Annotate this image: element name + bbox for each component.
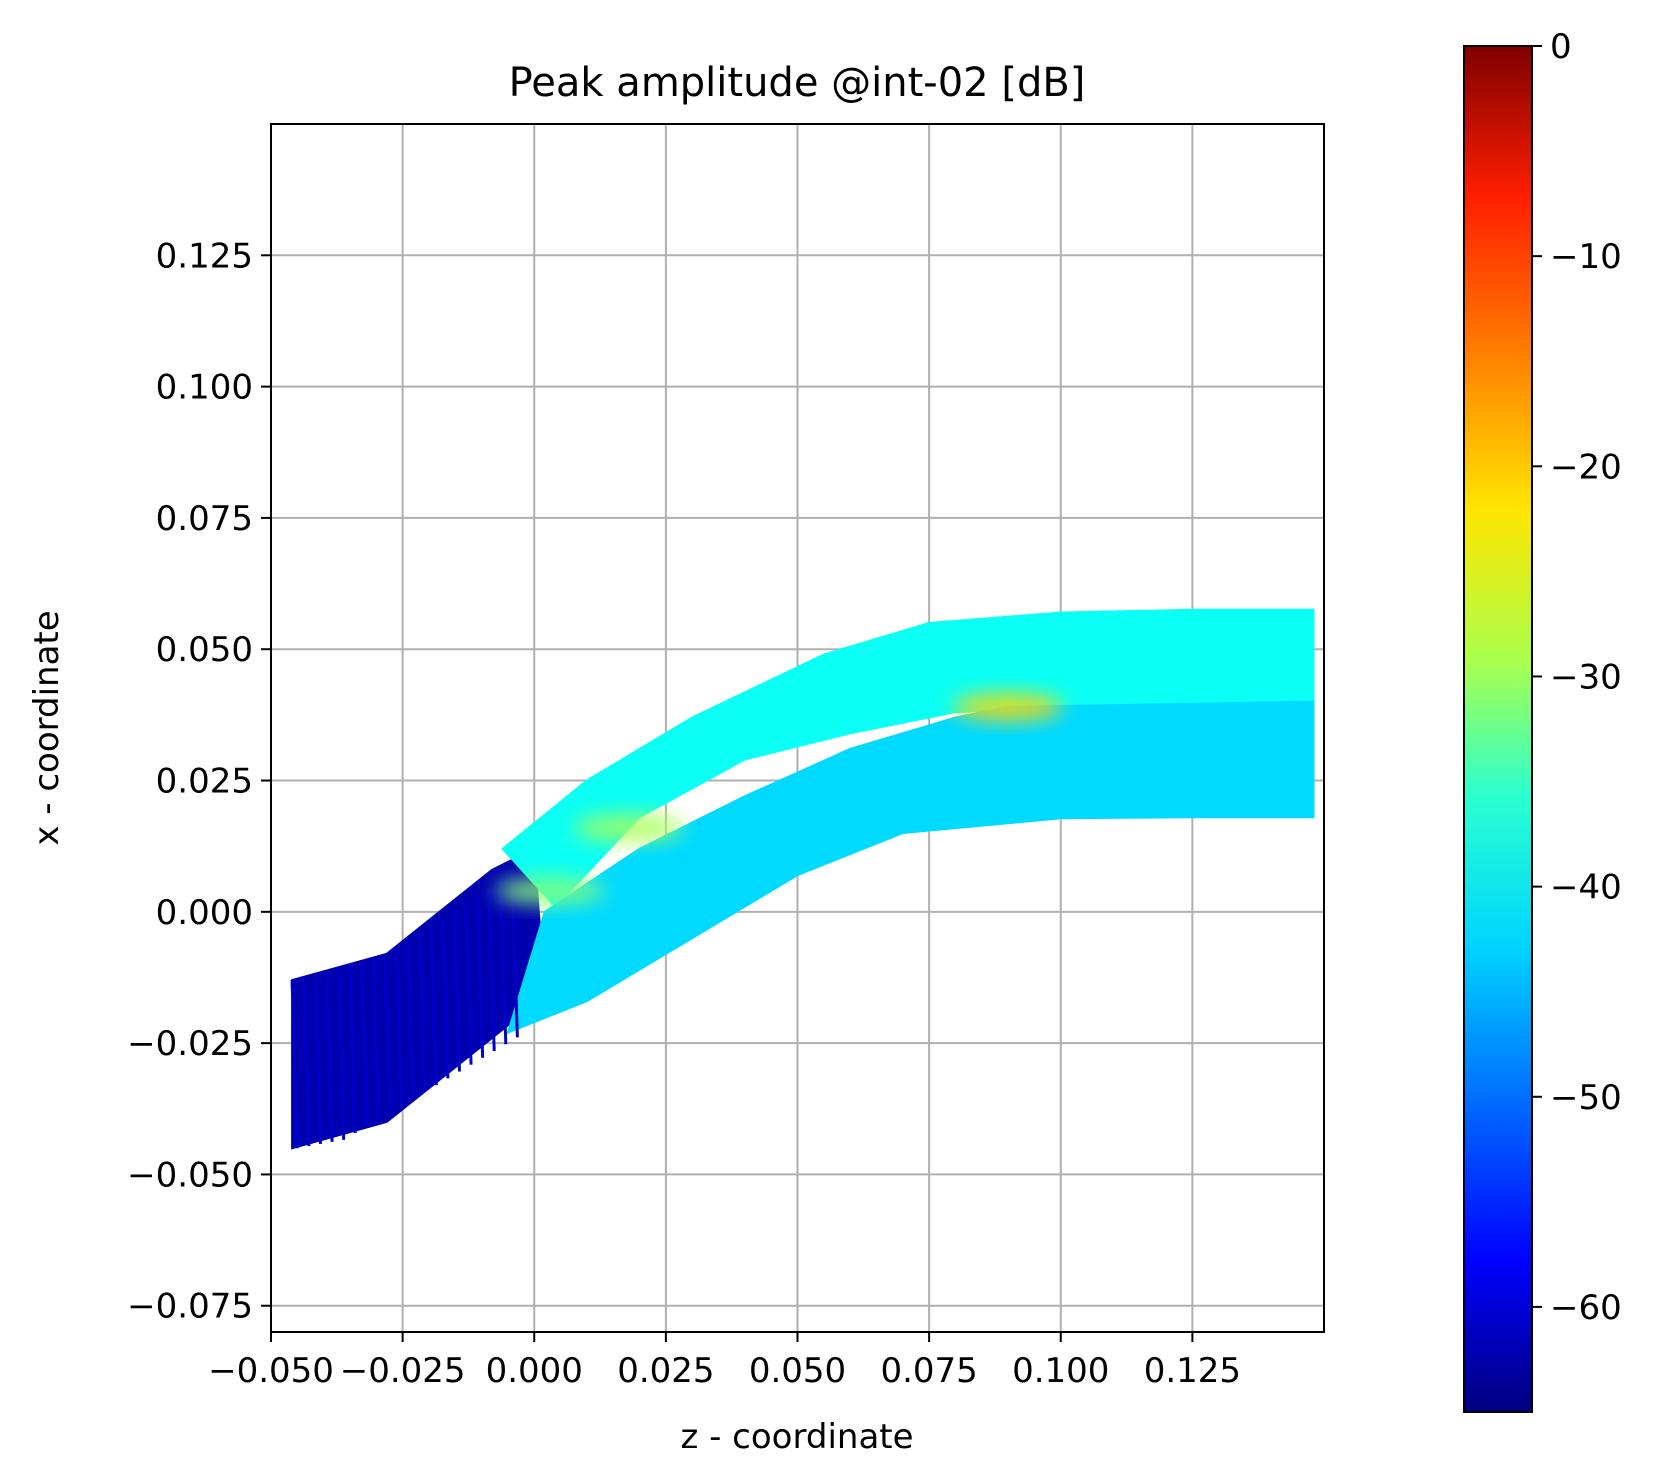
x-tick-label: 0.025 — [617, 1351, 714, 1391]
colorbar-tick-label: −50 — [1550, 1078, 1622, 1118]
x-axis-label: z - coordinate — [680, 1417, 913, 1457]
inlet-mesh-line — [406, 940, 415, 1099]
x-tick-label: 0.125 — [1144, 1351, 1241, 1391]
x-tick-label: −0.050 — [208, 1351, 334, 1391]
y-tick-label: 0.025 — [156, 762, 253, 802]
hotspot-marks — [495, 692, 1064, 905]
hotspot — [574, 813, 685, 842]
inlet-mesh-line — [441, 918, 450, 1079]
y-tick-label: −0.075 — [127, 1287, 253, 1327]
inlet-mesh-line — [336, 967, 346, 1140]
colorbar-tick-label: −10 — [1550, 237, 1622, 277]
colorbar-tick-label: −30 — [1550, 657, 1622, 697]
y-tick-label: 0.000 — [156, 893, 253, 933]
y-tick-label: 0.100 — [156, 368, 253, 408]
hotspot — [953, 692, 1064, 721]
inlet-mesh-line — [383, 954, 392, 1113]
colorbar-tick-label: −60 — [1550, 1288, 1622, 1328]
y-tick-label: 0.075 — [156, 499, 253, 539]
inlet-mesh-line — [313, 973, 322, 1145]
inlet-mesh-line — [417, 932, 427, 1093]
colorbar-tick-label: 0 — [1550, 27, 1572, 67]
x-tick-label: 0.000 — [486, 1351, 583, 1391]
data-regions — [290, 608, 1315, 1150]
colorbar — [1463, 45, 1533, 1413]
y-tick-label: 0.125 — [156, 236, 253, 276]
x-tick-label: 0.050 — [749, 1351, 846, 1391]
inlet-mesh-line — [302, 976, 311, 1147]
colorbar-ticks: 0 −10 −20 −30 −40 −50 −60 — [1532, 27, 1622, 1328]
x-tick-label: 0.100 — [1012, 1351, 1109, 1391]
inlet-mesh-line — [464, 903, 473, 1065]
y-tick-label: −0.050 — [127, 1155, 253, 1195]
y-axis-ticks: −0.075 −0.050 −0.025 0.000 0.025 0.050 0.075 0.… — [127, 236, 271, 1327]
inlet-mesh-line — [452, 910, 461, 1072]
inlet-mesh-line — [510, 873, 519, 1038]
inlet-mesh-line — [371, 957, 380, 1120]
hotspot — [495, 876, 606, 905]
y-axis-label: x - coordinate — [27, 610, 67, 845]
colorbar-tick-label: −40 — [1550, 868, 1622, 908]
inlet-mesh-line — [429, 925, 438, 1086]
x-tick-label: −0.025 — [340, 1351, 466, 1391]
y-tick-label: 0.050 — [156, 630, 253, 670]
inlet-mesh-line — [360, 961, 369, 1127]
inlet-mesh-line — [394, 947, 404, 1106]
inlet-mesh-line — [487, 888, 496, 1052]
colorbar-tick-label: −20 — [1550, 447, 1622, 487]
region-lower-branch — [506, 700, 1315, 1035]
x-axis-ticks: −0.050 −0.025 0.000 0.025 0.050 0.075 0.100 0.1… — [208, 1332, 1241, 1391]
inlet-mesh-line — [348, 964, 357, 1133]
inlet-mesh-line — [475, 896, 485, 1058]
inlet-mesh-line — [499, 881, 508, 1045]
inlet-mesh-line — [290, 980, 299, 1149]
chart-title: Peak amplitude @int-02 [dB] — [509, 60, 1086, 106]
x-tick-label: 0.075 — [880, 1351, 977, 1391]
y-tick-label: −0.025 — [127, 1024, 253, 1064]
inlet-mesh-line — [325, 970, 334, 1142]
